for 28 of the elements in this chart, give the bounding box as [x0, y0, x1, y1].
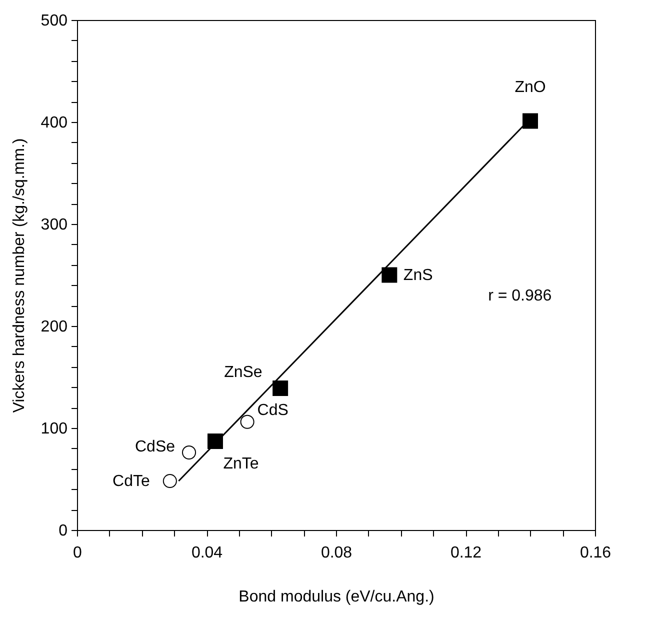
y-tick-label: 200	[40, 318, 68, 336]
x-tick-label: 0.08	[320, 544, 352, 562]
point	[162, 474, 177, 488]
annotation: CdTe	[112, 473, 150, 490]
y-tick-label: 500	[40, 12, 68, 30]
y-axis-title: Vickers hardness number (kg./sq.mm.)	[10, 138, 28, 413]
x-tick-label: 0.04	[191, 544, 223, 562]
y-tick-label: 300	[40, 216, 68, 234]
x-tick-label: 0	[73, 544, 82, 562]
point	[382, 267, 398, 283]
annotation: ZnS	[403, 267, 433, 284]
point	[272, 380, 288, 396]
y-tick-label: 0	[58, 522, 68, 540]
annotation: CdS	[257, 402, 288, 419]
y-tick-label: 400	[40, 114, 68, 132]
point	[240, 414, 254, 429]
annotation: ZnO	[514, 78, 546, 96]
annotation: ZnSe	[224, 364, 262, 382]
x-axis-title: Bond modulus (eV/cu.Ang.)	[238, 588, 434, 606]
annotation: r = 0.986	[488, 287, 552, 304]
point	[207, 434, 223, 450]
x-tick-label: 0.16	[580, 544, 612, 562]
point	[522, 113, 538, 129]
point	[182, 445, 196, 460]
annotation: CdSe	[134, 438, 176, 456]
annotation: ZnTe	[223, 455, 259, 472]
x-tick-label: 0.12	[450, 544, 482, 562]
y-tick-label: 100	[40, 420, 68, 438]
